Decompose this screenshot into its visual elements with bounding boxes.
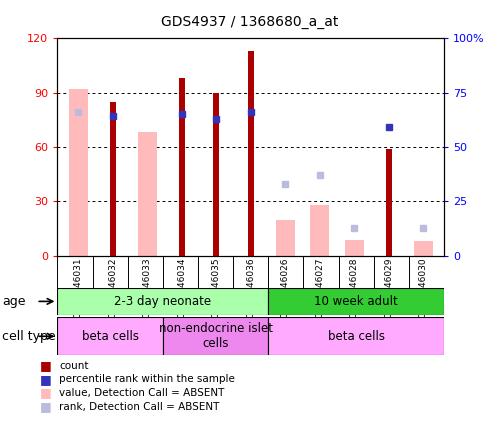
Bar bbox=[268, 317, 444, 355]
Bar bbox=[163, 317, 268, 355]
Bar bbox=[268, 288, 444, 315]
Text: cell type: cell type bbox=[2, 330, 56, 343]
Bar bbox=[414, 242, 433, 256]
Bar bbox=[213, 93, 220, 256]
Bar bbox=[138, 132, 157, 256]
Text: GDS4937 / 1368680_a_at: GDS4937 / 1368680_a_at bbox=[161, 15, 338, 29]
Text: 2-3 day neonate: 2-3 day neonate bbox=[114, 295, 212, 308]
Bar bbox=[57, 288, 268, 315]
Text: count: count bbox=[59, 361, 88, 371]
Text: 10 week adult: 10 week adult bbox=[314, 295, 398, 308]
Text: percentile rank within the sample: percentile rank within the sample bbox=[59, 374, 235, 385]
Text: ■: ■ bbox=[40, 387, 52, 399]
Text: ■: ■ bbox=[40, 400, 52, 413]
Text: ■: ■ bbox=[40, 373, 52, 386]
Bar bbox=[57, 317, 163, 355]
Text: value, Detection Call = ABSENT: value, Detection Call = ABSENT bbox=[59, 388, 224, 398]
Text: beta cells: beta cells bbox=[328, 330, 385, 343]
Bar bbox=[68, 89, 88, 256]
Text: beta cells: beta cells bbox=[82, 330, 139, 343]
Bar bbox=[310, 205, 329, 256]
Bar bbox=[179, 78, 185, 256]
Bar bbox=[276, 220, 295, 256]
Bar bbox=[109, 102, 116, 256]
Bar bbox=[345, 239, 364, 256]
Text: rank, Detection Call = ABSENT: rank, Detection Call = ABSENT bbox=[59, 401, 219, 412]
Text: ■: ■ bbox=[40, 360, 52, 372]
Text: age: age bbox=[2, 295, 26, 308]
Bar bbox=[248, 51, 254, 256]
Bar bbox=[386, 149, 392, 256]
Text: non-endocrine islet
cells: non-endocrine islet cells bbox=[159, 322, 272, 350]
